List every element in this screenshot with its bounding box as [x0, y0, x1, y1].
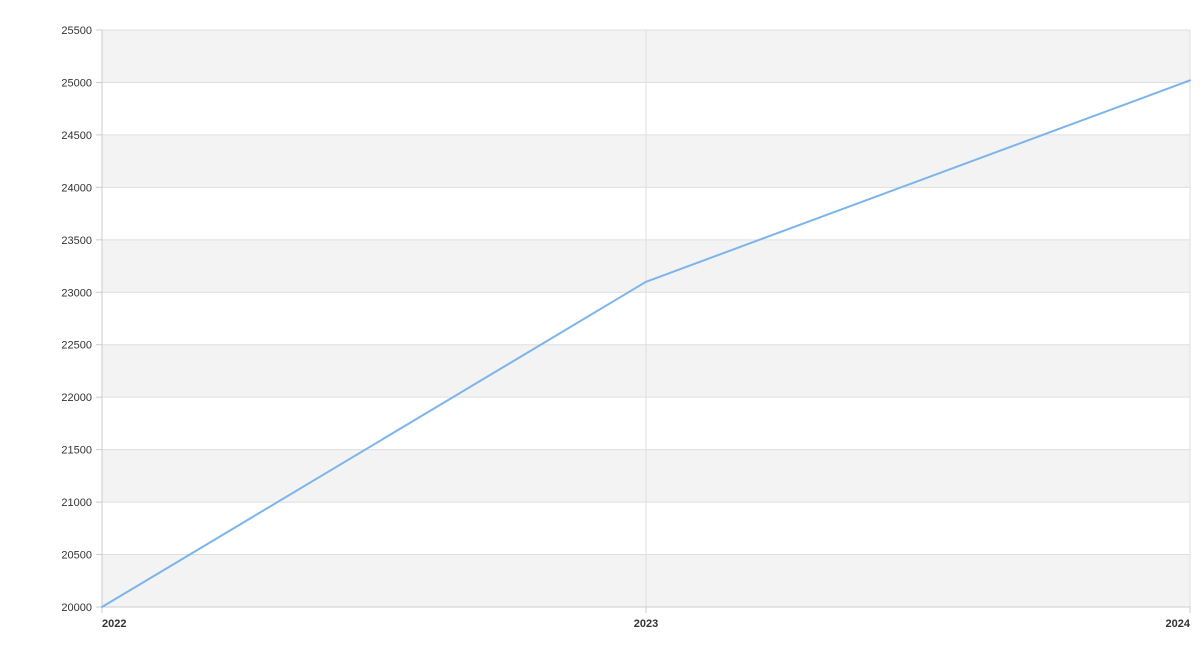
svg-text:23000: 23000 — [61, 287, 92, 299]
svg-text:2024: 2024 — [1166, 618, 1191, 630]
svg-text:20500: 20500 — [61, 550, 92, 562]
svg-text:2023: 2023 — [634, 618, 658, 630]
svg-text:20000: 20000 — [61, 602, 92, 614]
chart-container: ЗАРПЛАТА В КУ РК ЦЗН ИКИ-БУРУЛЬСКОГО РАЙ… — [0, 0, 1200, 650]
svg-text:25000: 25000 — [61, 77, 92, 89]
svg-text:22000: 22000 — [61, 392, 92, 404]
svg-text:24500: 24500 — [61, 130, 92, 142]
svg-text:25500: 25500 — [61, 25, 92, 37]
line-chart: 20000 20500 21000 21500 22000 22500 23000 23500… — [0, 0, 1200, 650]
svg-text:22500: 22500 — [61, 340, 92, 352]
svg-text:23500: 23500 — [61, 235, 92, 247]
svg-text:21000: 21000 — [61, 497, 92, 509]
svg-text:2022: 2022 — [102, 618, 126, 630]
svg-text:24000: 24000 — [61, 182, 92, 194]
svg-text:21500: 21500 — [61, 445, 92, 457]
